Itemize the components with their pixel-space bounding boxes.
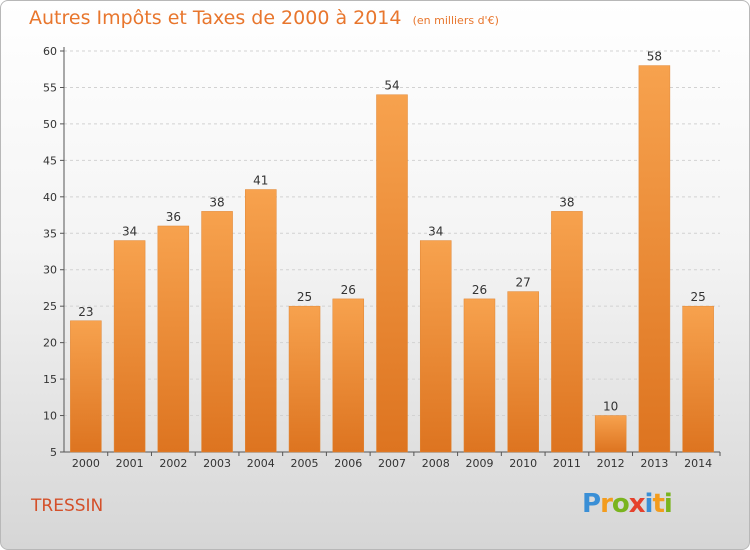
bar xyxy=(682,305,714,453)
logo-letter: r xyxy=(600,489,613,519)
x-tick-label: 2010 xyxy=(509,457,537,470)
bar-value-label: 27 xyxy=(516,276,531,290)
y-tick-labels: 5 10 15 20 25 30 35 40 45 50 55 60 xyxy=(43,45,57,459)
x-tick-label: 2005 xyxy=(291,457,319,470)
bar xyxy=(201,211,233,453)
bar xyxy=(332,298,365,453)
x-tick-label: 2000 xyxy=(72,457,100,470)
bar-value-label: 25 xyxy=(297,290,312,304)
bar-value-label: 26 xyxy=(472,283,487,297)
logo-letter: i xyxy=(644,489,654,519)
bar-value-label: 38 xyxy=(209,195,224,209)
bar-value-label: 10 xyxy=(603,400,618,414)
bar xyxy=(419,240,452,453)
x-tick-label: 2011 xyxy=(553,457,581,470)
y-tick-label: 50 xyxy=(43,118,57,131)
y-tick-label: 30 xyxy=(43,264,57,277)
x-tick-label: 2012 xyxy=(597,457,625,470)
bar-value-label: 38 xyxy=(559,195,574,209)
x-tick-label: 2002 xyxy=(159,457,187,470)
bar xyxy=(245,189,277,453)
logo-letter: x xyxy=(628,489,646,519)
x-tick-label: 2014 xyxy=(684,457,712,470)
bar xyxy=(463,298,496,453)
y-tick-label: 20 xyxy=(43,337,57,350)
y-tick-label: 45 xyxy=(43,154,57,167)
y-tick-label: 40 xyxy=(43,191,57,204)
bars xyxy=(70,65,714,453)
x-tick-label: 2009 xyxy=(465,457,493,470)
bar xyxy=(638,65,671,453)
x-tick-label: 2008 xyxy=(422,457,450,470)
x-tick-label: 2007 xyxy=(378,457,406,470)
bar xyxy=(113,240,146,453)
y-tick-label: 55 xyxy=(43,81,57,94)
logo-letter: t xyxy=(652,489,664,519)
x-tick-label: 2003 xyxy=(203,457,231,470)
x-tick-label: 2013 xyxy=(640,457,668,470)
bar-value-label: 34 xyxy=(122,225,137,239)
bar-value-label: 34 xyxy=(428,225,443,239)
y-tick-label: 10 xyxy=(43,410,57,423)
x-tick-label: 2006 xyxy=(334,457,362,470)
logo-letter: P xyxy=(582,489,601,519)
bar-value-label: 58 xyxy=(647,50,662,64)
chart-title-block: Autres Impôts et Taxes de 2000 à 2014 (e… xyxy=(29,7,499,29)
bar-value-label: 23 xyxy=(78,305,93,319)
y-tick-label: 15 xyxy=(43,373,57,386)
x-tick-label: 2004 xyxy=(247,457,275,470)
bar-value-label: 25 xyxy=(690,290,705,304)
bar xyxy=(507,291,539,453)
bar xyxy=(288,305,321,453)
y-tick-label: 5 xyxy=(50,446,57,459)
y-tick-label: 35 xyxy=(43,227,57,240)
x-tick-label: 2001 xyxy=(116,457,144,470)
bar xyxy=(594,415,627,453)
bar-value-label: 54 xyxy=(384,79,399,93)
chart-subtitle: (en milliers d'€) xyxy=(412,14,499,27)
bar-value-label: 36 xyxy=(166,210,181,224)
proxiti-logo: Proxiti xyxy=(582,489,673,519)
bar xyxy=(376,94,408,453)
y-tick-label: 25 xyxy=(43,300,57,313)
bar xyxy=(70,320,102,453)
y-tick-label: 60 xyxy=(43,45,57,58)
logo-letter: i xyxy=(663,489,673,519)
chart-title: Autres Impôts et Taxes de 2000 à 2014 xyxy=(29,7,402,29)
bar-value-label: 41 xyxy=(253,174,268,188)
commune-name: TRESSIN xyxy=(31,496,104,516)
x-tick-labels: 2000 2001 2002 2003 2004 2005 2006 2007 2008 2009… xyxy=(72,457,712,470)
logo-letter: o xyxy=(611,489,630,519)
bar-labels: 23 34 36 38 41 25 26 54 34 26 27 38 10 58 25 xyxy=(78,50,706,414)
bar-value-label: 26 xyxy=(341,283,356,297)
bar xyxy=(551,211,583,453)
bar xyxy=(157,225,190,453)
